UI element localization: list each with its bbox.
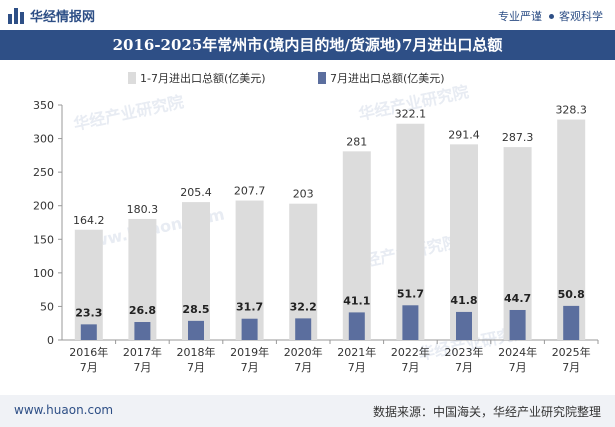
x-tick-label: 2019年 7月 <box>230 345 269 374</box>
y-tick-label: 350 <box>33 99 54 112</box>
bar-monthly <box>295 318 312 340</box>
x-tick-label: 2021年 7月 <box>337 345 376 374</box>
logo-icon <box>8 7 24 24</box>
x-tick-label: 2020年 7月 <box>284 345 323 374</box>
data-label-cumulative: 207.7 <box>234 185 266 198</box>
bar-cumulative <box>289 203 318 340</box>
bar-monthly <box>563 305 580 340</box>
legend-label: 1-7月进出口总额(亿美元) <box>140 71 266 85</box>
brand: 华经情报网 <box>8 6 95 25</box>
x-tick-label: 2017年 7月 <box>123 345 162 374</box>
legend-swatch <box>318 72 326 84</box>
bar-monthly <box>241 318 258 340</box>
brand-name: 华经情报网 <box>30 10 96 25</box>
bullet-icon <box>549 14 554 19</box>
data-label-cumulative: 322.1 <box>395 108 427 121</box>
footer-source: 数据来源：中国海关，华经产业研究院整理 <box>372 405 601 419</box>
data-label-monthly: 44.7 <box>504 292 531 305</box>
bar-cumulative <box>182 202 210 340</box>
bar-cumulative <box>450 144 478 340</box>
data-label-cumulative: 281 <box>346 135 367 148</box>
slogan-1: 专业严谨 <box>498 10 542 23</box>
bar-monthly <box>188 320 204 340</box>
bar-monthly <box>509 309 526 340</box>
bar-cumulative <box>396 123 425 341</box>
data-label-cumulative: 203 <box>293 188 314 201</box>
x-tick-label: 2024年 7月 <box>498 345 537 374</box>
bar-cumulative <box>503 147 532 340</box>
data-label-monthly: 26.8 <box>129 304 156 317</box>
bar-cumulative <box>235 200 264 340</box>
watermark-text: 华经产业研究院 <box>72 92 186 134</box>
data-label-monthly: 28.5 <box>182 303 209 316</box>
data-label-cumulative: 291.4 <box>448 128 480 141</box>
bar-cumulative <box>128 218 157 340</box>
y-tick-label: 150 <box>33 233 54 246</box>
top-bar: 华经情报网 专业严谨 客观科学 <box>0 0 615 30</box>
bar-monthly <box>134 322 151 340</box>
bar-cumulative <box>342 151 371 340</box>
data-label-monthly: 51.7 <box>397 287 424 300</box>
data-label-cumulative: 328.3 <box>555 104 587 117</box>
bar-monthly <box>348 312 365 340</box>
y-tick-label: 300 <box>33 133 54 146</box>
bar-monthly <box>402 305 419 340</box>
data-label-monthly: 41.8 <box>450 294 477 307</box>
title-bar: 2016-2025年常州市(境内目的地/货源地)7月进出口总额 <box>0 30 615 60</box>
y-tick-label: 50 <box>40 300 54 313</box>
bar-monthly <box>80 324 97 340</box>
footer: www.huaon.com 数据来源：中国海关，华经产业研究院整理 <box>0 395 615 427</box>
y-tick-label: 200 <box>33 200 54 213</box>
y-tick-label: 250 <box>33 166 54 179</box>
x-tick-label: 2018年 7月 <box>177 345 216 374</box>
slogan: 专业严谨 客观科学 <box>498 8 603 24</box>
data-label-monthly: 23.3 <box>75 306 102 319</box>
x-tick-label: 2016年 7月 <box>69 345 108 374</box>
bar-cumulative <box>74 229 103 340</box>
data-label-cumulative: 180.3 <box>127 203 159 216</box>
x-tick-label: 2022年 7月 <box>391 345 430 374</box>
x-tick-label: 2025年 7月 <box>552 345 591 374</box>
y-tick-label: 100 <box>33 267 54 280</box>
data-label-cumulative: 287.3 <box>502 131 534 144</box>
bar-cumulative <box>557 119 586 340</box>
legend-swatch <box>128 72 136 84</box>
bar-monthly <box>456 311 472 340</box>
data-label-monthly: 31.7 <box>236 301 263 314</box>
data-label-monthly: 50.8 <box>558 288 585 301</box>
data-label-cumulative: 164.2 <box>73 214 105 227</box>
footer-website[interactable]: www.huaon.com <box>14 403 114 417</box>
chart-title: 2016-2025年常州市(境内目的地/货源地)7月进出口总额 <box>112 36 503 54</box>
data-label-monthly: 41.1 <box>343 294 370 307</box>
legend-label: 7月进出口总额(亿美元) <box>330 71 445 85</box>
y-tick-label: 0 <box>47 334 54 347</box>
chart: 华经产业研究院华经产业研究院www.huaon.com华经产业研究院华经产业研究… <box>33 71 599 374</box>
data-label-cumulative: 205.4 <box>180 186 212 199</box>
slogan-2: 客观科学 <box>559 10 603 23</box>
x-tick-label: 2023年 7月 <box>445 345 484 374</box>
data-label-monthly: 32.2 <box>290 300 317 313</box>
